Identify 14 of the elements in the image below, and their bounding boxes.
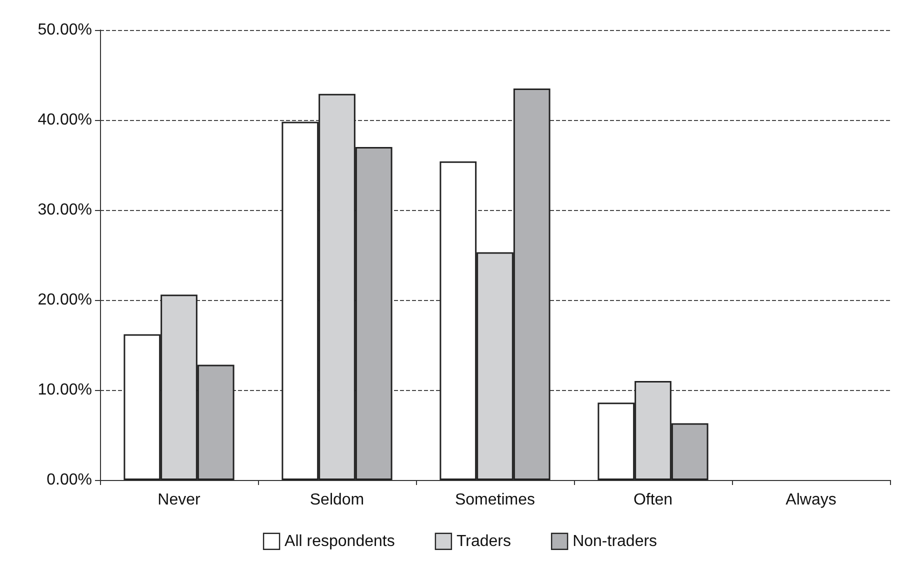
x-tick-label: Sometimes [454, 492, 536, 508]
x-tick-label: Often [633, 492, 673, 508]
legend-label: Non-traders [572, 532, 658, 550]
y-tick-label: 30.00% [38, 202, 92, 218]
legend-label: All respondents [284, 532, 395, 550]
y-tick-label: 10.00% [38, 382, 92, 398]
y-tick-label: 50.00% [38, 22, 92, 38]
legend-label: Traders [456, 532, 511, 550]
y-tick-label: 0.00% [46, 472, 92, 488]
y-tick-label: 20.00% [38, 292, 92, 308]
y-tick-label: 40.00% [38, 112, 92, 128]
x-tick-label: Always [786, 492, 836, 508]
x-tick-label: Never [158, 492, 202, 508]
x-tick-label: Seldom [310, 492, 364, 508]
